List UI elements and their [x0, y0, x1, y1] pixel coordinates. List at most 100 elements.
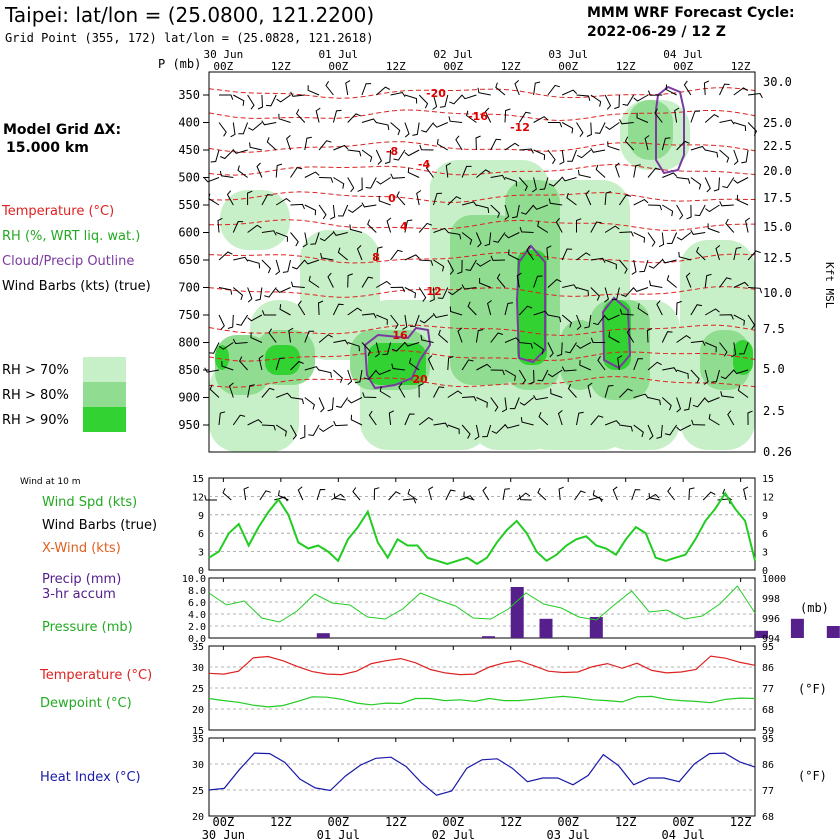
wind-barb — [491, 424, 506, 434]
wind-barb — [727, 410, 735, 426]
wind-barb — [325, 80, 334, 96]
wind-barb — [539, 177, 549, 190]
wind-barb — [490, 174, 506, 180]
wind-barb — [318, 397, 325, 413]
wind-barb — [232, 338, 248, 345]
precip-tick-label: 8.0 — [188, 586, 206, 597]
wind-barb — [304, 259, 320, 265]
right-tick-label: 9 — [762, 511, 768, 522]
wind-barb — [418, 416, 434, 426]
wind-barb — [526, 245, 535, 261]
wind-barb — [490, 369, 505, 376]
wind-barb — [388, 410, 395, 426]
wind-barb — [519, 397, 534, 406]
wind-barb — [333, 369, 343, 383]
wind-barb — [290, 167, 303, 178]
left-tick-label: 15 — [192, 474, 204, 485]
right-tick-label: 0 — [762, 566, 768, 577]
wind-barb — [261, 387, 275, 398]
left-tick-label: 25 — [192, 786, 204, 797]
wind-barb — [646, 328, 653, 343]
wind-barb — [404, 219, 413, 233]
wind-barb — [608, 331, 620, 343]
cloud-outline — [363, 326, 432, 390]
right-tick-label: 86 — [762, 663, 774, 674]
wind-barb — [217, 217, 223, 233]
wind-barb — [327, 397, 334, 412]
wind-barb — [299, 425, 306, 440]
wind-barb — [393, 149, 406, 161]
wind-barb — [357, 177, 363, 192]
cloud-outlines — [363, 85, 685, 390]
top-hour-label: 12Z — [501, 60, 521, 73]
rh80-region — [450, 215, 520, 385]
precip-bar — [826, 626, 840, 638]
wind-barb — [719, 314, 734, 320]
wind-barb — [532, 204, 549, 210]
wind-barb — [476, 397, 488, 408]
wind-barb — [266, 137, 277, 151]
wind-barb — [676, 397, 682, 413]
wind-barb — [707, 223, 720, 233]
wind-barb — [229, 382, 234, 398]
wind-barb — [421, 122, 434, 133]
wind-barb — [332, 109, 342, 123]
wind-barb — [647, 90, 663, 96]
legend-cloud: Cloud/Precip Outline — [2, 254, 134, 269]
legend-rh90-swatch — [83, 407, 126, 432]
heat-index-panel: 35 30 25 20 95 86 77 68 Heat Index (°C) (°F) — [40, 734, 827, 823]
precip-tick-label: 6.0 — [188, 598, 206, 609]
bottom-date-label: 04 Jul — [661, 828, 704, 840]
wind-barb — [533, 81, 541, 96]
surface-wind-barb — [518, 494, 532, 501]
wind-barb — [218, 251, 233, 261]
wind-barb — [218, 122, 227, 137]
wind-barb — [445, 162, 451, 178]
wind-barb — [290, 424, 297, 440]
wind-barb — [496, 273, 506, 288]
wind-barb — [425, 163, 434, 178]
wind-barb — [704, 273, 712, 288]
wind-barb — [504, 423, 520, 429]
left-tick-label: 9 — [198, 511, 204, 522]
wind-barb — [690, 340, 706, 346]
pressure-tick-label: 500 — [178, 171, 200, 185]
wind-panel-title: Wind at 10 m — [20, 477, 80, 487]
wind-barb — [286, 135, 291, 151]
wind-barb — [204, 177, 220, 183]
wind-barb — [467, 301, 477, 316]
wind-barb — [691, 419, 706, 426]
wind-barb — [519, 226, 534, 233]
temp-ticks: 35 30 25 20 15 95 86 77 68 59 — [192, 642, 774, 737]
top-date-label: 02 Jul — [433, 48, 473, 61]
wind-barb — [733, 247, 742, 261]
wind-barb — [557, 410, 563, 426]
top-hour-label: 12Z — [616, 60, 636, 73]
wind-barb — [238, 122, 249, 135]
surface-wind-barb — [402, 498, 417, 504]
wind-barb — [247, 94, 255, 110]
bottom-time-axis: 00Z 12Z 00Z 12Z 00Z 12Z 00Z 12Z 00Z 12Z 30 Jun 01 J… — [202, 815, 752, 840]
wind-barb — [412, 122, 420, 136]
wind-barb — [345, 80, 351, 96]
wind-barb — [639, 259, 649, 273]
wind-barb — [318, 204, 327, 220]
wind-barb — [649, 280, 663, 288]
wind-barb — [347, 149, 362, 157]
wind-barb — [447, 196, 462, 206]
wind-barb — [310, 232, 320, 245]
wind-barb — [561, 366, 577, 372]
wind-barb — [390, 286, 405, 293]
wind-barb — [220, 149, 234, 160]
wind-barb — [633, 232, 646, 243]
wind-barb — [607, 141, 620, 151]
label-dewpoint: Dewpoint (°C) — [40, 696, 132, 711]
surface-wind-barb — [558, 486, 564, 501]
top-date-label: 03 Jul — [548, 48, 588, 61]
label-heat-index: Heat Index (°C) — [40, 770, 141, 785]
wind-barb — [504, 302, 513, 316]
surface-wind-barb — [388, 491, 401, 501]
wind-barb — [291, 259, 306, 270]
wind-barb — [504, 108, 511, 123]
wind-barb — [433, 227, 449, 233]
